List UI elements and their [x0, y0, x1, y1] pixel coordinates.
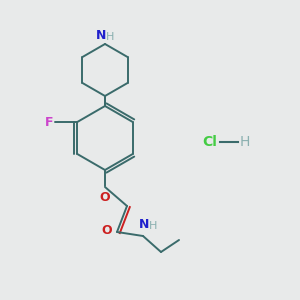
- Text: O: O: [100, 191, 110, 204]
- Text: O: O: [102, 224, 112, 236]
- Text: H: H: [240, 135, 250, 149]
- Text: H: H: [149, 221, 157, 231]
- Text: N: N: [96, 29, 106, 42]
- Text: Cl: Cl: [202, 135, 217, 149]
- Text: N: N: [139, 218, 149, 231]
- Text: F: F: [45, 116, 53, 128]
- Text: H: H: [106, 32, 114, 42]
